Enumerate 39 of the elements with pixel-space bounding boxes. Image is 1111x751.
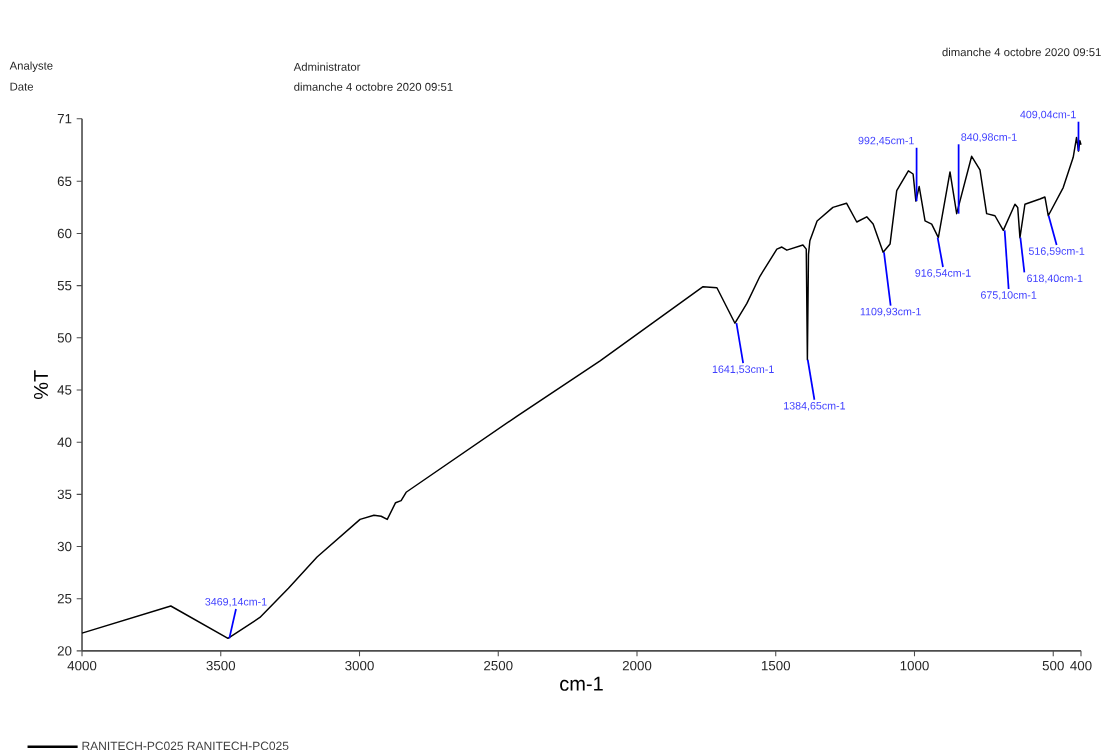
y-tick-label: 20 <box>57 646 72 656</box>
annotation: 840,98cm-1 <box>961 133 1017 143</box>
x-tick-label: 1000 <box>900 660 929 671</box>
annotation: 1641,53cm-1 <box>712 365 774 375</box>
x-tick-label: 500 <box>1042 660 1064 671</box>
x-tick-label: 4000 <box>67 660 97 671</box>
y-tick-label: 25 <box>57 594 72 604</box>
text: dimanche 4 octobre 2020 09:51 <box>294 82 453 91</box>
x-tick-label: 400 <box>1070 660 1092 671</box>
legend-label: RANITECH-PC025 RANITECH-PC025 <box>82 741 289 751</box>
annotation: 1109,93cm-1 <box>860 307 921 317</box>
y-tick-label: 35 <box>57 489 72 500</box>
y-axis-title: %T <box>33 370 48 400</box>
y-tick-label: 45 <box>57 385 72 395</box>
text: Administrator <box>293 62 361 71</box>
x-tick-label: 2500 <box>484 660 513 671</box>
x-axis-title: cm-1 <box>560 676 603 691</box>
annotation: 409,04cm-1 <box>1020 110 1076 120</box>
annotation: 1384,65cm-1 <box>784 402 846 411</box>
y-tick-label: 30 <box>57 541 72 552</box>
x-tick-label: 1500 <box>761 660 791 671</box>
text: dimanche 4 octobre 2020 09:51 <box>942 47 1101 57</box>
y-tick-label: 71 <box>57 114 72 124</box>
annotation: 992,45cm-1 <box>858 136 914 146</box>
annotation: 675,10cm-1 <box>981 291 1037 301</box>
annotation: 916,54cm-1 <box>915 269 971 279</box>
y-tick-label: 60 <box>57 228 72 239</box>
text: Analyste <box>9 61 53 72</box>
y-tick-label: 55 <box>57 281 72 291</box>
text: Date <box>10 82 34 91</box>
annotation: 3469,14cm-1 <box>205 598 267 607</box>
x-tick-label: 3000 <box>345 660 374 671</box>
y-tick-label: 50 <box>57 333 72 343</box>
x-tick-label: 3500 <box>206 660 236 671</box>
x-tick-label: 2000 <box>622 660 652 671</box>
annotation: 618,40cm-1 <box>1027 274 1083 284</box>
y-tick-label: 65 <box>57 176 72 187</box>
y-tick-label: 40 <box>57 437 72 447</box>
annotation: 516,59cm-1 <box>1028 247 1085 257</box>
